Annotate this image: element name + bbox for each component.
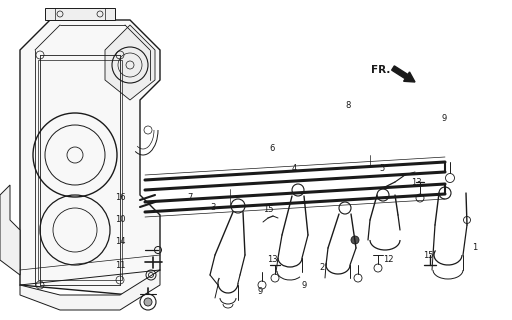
Text: 9: 9 xyxy=(441,114,446,123)
Circle shape xyxy=(351,236,359,244)
Text: 14: 14 xyxy=(115,237,125,246)
Text: 5: 5 xyxy=(379,164,385,172)
Polygon shape xyxy=(20,20,160,295)
Text: 15: 15 xyxy=(423,251,433,260)
Text: FR.: FR. xyxy=(371,65,390,75)
Text: 13: 13 xyxy=(411,178,421,187)
Text: 3: 3 xyxy=(210,204,216,212)
Text: 15: 15 xyxy=(263,205,273,214)
Text: 8: 8 xyxy=(345,100,351,109)
Text: 9: 9 xyxy=(302,281,307,290)
Circle shape xyxy=(144,298,152,306)
Polygon shape xyxy=(105,25,155,100)
Text: 7: 7 xyxy=(187,193,193,202)
Polygon shape xyxy=(0,185,20,275)
FancyArrow shape xyxy=(392,66,415,82)
Text: 11: 11 xyxy=(115,260,125,269)
Text: 16: 16 xyxy=(115,194,125,203)
Text: 1: 1 xyxy=(473,244,478,252)
Text: 6: 6 xyxy=(269,143,274,153)
Polygon shape xyxy=(45,8,115,20)
Text: 9: 9 xyxy=(258,287,263,297)
Text: 10: 10 xyxy=(115,215,125,225)
Text: 2: 2 xyxy=(319,263,325,273)
Text: 12: 12 xyxy=(383,255,393,265)
Polygon shape xyxy=(20,270,160,310)
Text: 13: 13 xyxy=(267,255,278,265)
Text: 4: 4 xyxy=(291,164,296,172)
